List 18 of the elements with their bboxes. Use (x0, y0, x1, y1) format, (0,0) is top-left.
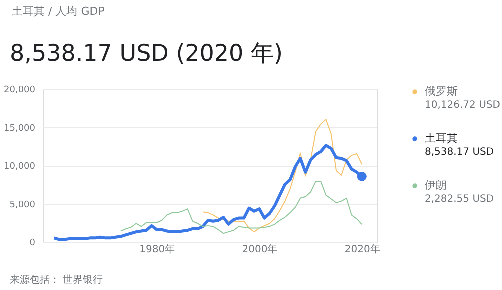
x-tick-label: 2000年 (242, 244, 278, 256)
legend-label: 伊朗 (425, 179, 447, 192)
y-tick-label: 10,000 (4, 162, 36, 172)
y-tick-label: 20,000 (4, 86, 36, 96)
text: 来源包括： 世界银行 (10, 274, 104, 286)
y-tick-label: 0 (30, 238, 36, 248)
x-tick-label: 2020年 (344, 244, 380, 256)
text: 8,538.17 USD (425, 147, 494, 158)
y-tick-label: 15,000 (4, 124, 36, 134)
legend-label: 俄罗斯 (425, 85, 458, 98)
chart-subtitle: 土耳其 / 人均 GDP (12, 5, 106, 18)
chart-title: 8,538.17 USD (2020 年) (10, 41, 283, 67)
x-tick-label: 1980年 (140, 244, 176, 256)
text: 2,282.55 USD (425, 194, 494, 205)
y-tick-label: 5,000 (10, 200, 36, 210)
text: 10,126.72 USD (425, 100, 501, 111)
line-series (120, 181, 363, 234)
legend-label: 土耳其 (425, 132, 458, 145)
